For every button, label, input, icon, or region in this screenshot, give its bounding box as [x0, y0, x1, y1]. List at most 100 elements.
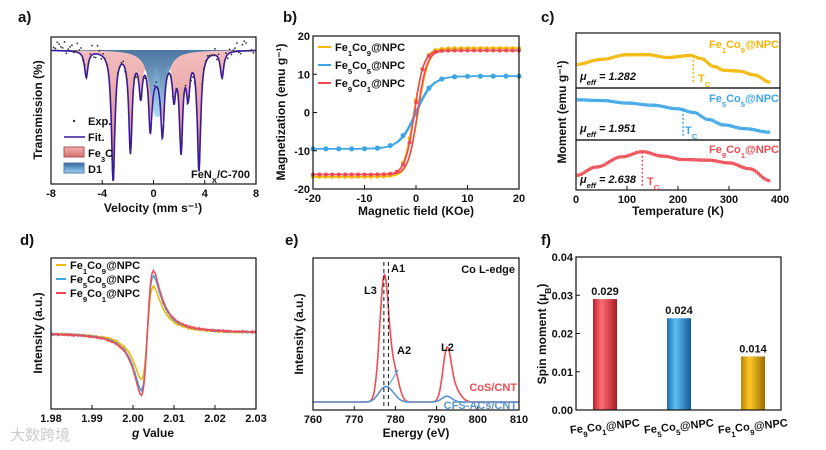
c-marker-2 — [726, 161, 730, 165]
c-marker-0 — [677, 54, 681, 59]
a-exp-point — [100, 57, 103, 60]
b-marker-1 — [452, 74, 458, 80]
b-marker-1 — [439, 76, 445, 82]
a-x-tick-label: 8 — [253, 188, 259, 200]
c-marker-0 — [632, 53, 636, 57]
c-marker-2 — [707, 158, 712, 162]
b-y-tick-label: 10 — [298, 69, 310, 81]
c-marker-2 — [742, 166, 746, 170]
e-xlabel: Energy (eV) — [383, 426, 450, 440]
c-marker-2 — [718, 160, 722, 164]
c-marker-0 — [765, 79, 769, 84]
b-marker-2 — [375, 172, 380, 177]
c-marker-1 — [765, 130, 769, 134]
a-exp-point — [56, 41, 59, 44]
c-label-fe1co9: Fe1Co9@NPC — [709, 39, 779, 55]
c-marker-1 — [669, 106, 673, 110]
d-legend-fe1co9: Fe1Co9@NPC — [70, 260, 140, 276]
c-marker-0 — [724, 68, 728, 73]
b-y-tick-label: -20 — [294, 184, 310, 196]
c-marker-1 — [601, 98, 606, 103]
c-marker-1 — [616, 100, 620, 105]
c-marker-1 — [587, 98, 591, 102]
f-y-tick-label: 0.00 — [552, 405, 573, 417]
d-x-tick-label: 2.03 — [245, 413, 266, 425]
e-title: Co L-edge — [461, 264, 515, 276]
c-marker-2 — [712, 158, 716, 163]
a-exp-point — [155, 81, 158, 84]
e-ylabel: Intensity (a.u.) — [292, 293, 306, 374]
e-x-tick-label: 790 — [427, 414, 445, 426]
a-exp-point — [74, 50, 77, 52]
c-marker-2 — [714, 159, 718, 163]
c-marker-0 — [685, 53, 689, 58]
a-exp-point — [105, 63, 108, 66]
c-marker-2 — [748, 167, 753, 171]
c-marker-1 — [732, 125, 736, 129]
d-ylabel: Intensity (a.u.) — [31, 292, 45, 373]
b-marker-2 — [459, 48, 464, 53]
f-bar-value-label: 0.024 — [665, 305, 693, 317]
a-exp-point — [89, 53, 92, 55]
a-exp-point — [223, 63, 225, 66]
c-marker-1 — [679, 107, 683, 111]
c-marker-1 — [632, 101, 636, 106]
a-exp-point — [171, 95, 174, 98]
a-exp-point — [85, 76, 88, 79]
b-marker-2 — [317, 172, 322, 177]
c-marker-2 — [654, 153, 659, 157]
b-marker-2 — [439, 48, 444, 53]
a-exp-point — [129, 148, 132, 151]
a-exp-point — [160, 133, 163, 136]
c-marker-2 — [595, 165, 600, 169]
e-a2-arrow-head — [394, 370, 398, 374]
a-exp-point — [142, 76, 145, 79]
b-marker-2 — [381, 172, 386, 177]
a-exp-point — [87, 62, 90, 65]
a-legend-d1-swatch — [63, 162, 85, 174]
c-marker-0 — [667, 55, 671, 60]
a-exp-point — [138, 90, 141, 93]
c-marker-1 — [634, 101, 638, 106]
c-marker-1 — [677, 107, 681, 111]
b-marker-2 — [446, 48, 451, 53]
c-marker-2 — [636, 150, 640, 154]
a-exp-point — [115, 98, 117, 101]
a-exp-point — [195, 106, 198, 109]
b-marker-2 — [510, 48, 515, 53]
c-marker-0 — [675, 55, 679, 59]
a-exp-point — [173, 101, 176, 104]
a-exp-point — [236, 42, 238, 45]
b-marker-1 — [323, 146, 329, 152]
b-marker-2 — [478, 48, 483, 53]
b-marker-2 — [343, 172, 348, 177]
b-marker-2 — [414, 100, 418, 105]
a-exp-point — [228, 48, 231, 51]
c-marker-0 — [601, 57, 606, 62]
c-marker-2 — [693, 158, 698, 162]
c-marker-1 — [665, 105, 669, 110]
c-marker-0 — [736, 69, 740, 73]
c-marker-1 — [658, 104, 663, 108]
c-marker-2 — [695, 158, 700, 162]
a-exp-point — [182, 93, 185, 96]
c-marker-0 — [618, 53, 622, 58]
f-bar-0 — [593, 299, 617, 410]
f-category-label: Fe5Co5@NPC — [643, 417, 714, 440]
a-exp-point — [248, 49, 251, 52]
f-y-tick-label: 0.04 — [552, 252, 574, 264]
a-exp-point — [245, 42, 248, 44]
a-exp-point — [217, 53, 220, 56]
a-exp-point — [219, 65, 222, 68]
a-exp-point — [61, 46, 64, 49]
c-marker-2 — [634, 151, 638, 155]
a-exp-point — [72, 51, 75, 54]
panel-label-f: f) — [541, 232, 551, 249]
a-exp-point — [203, 67, 205, 70]
c-marker-1 — [638, 102, 642, 106]
a-d1-area — [51, 50, 256, 117]
a-exp-point — [193, 82, 196, 85]
c-marker-0 — [656, 54, 661, 58]
a-exp-point — [243, 40, 246, 43]
c-marker-1 — [595, 98, 600, 103]
